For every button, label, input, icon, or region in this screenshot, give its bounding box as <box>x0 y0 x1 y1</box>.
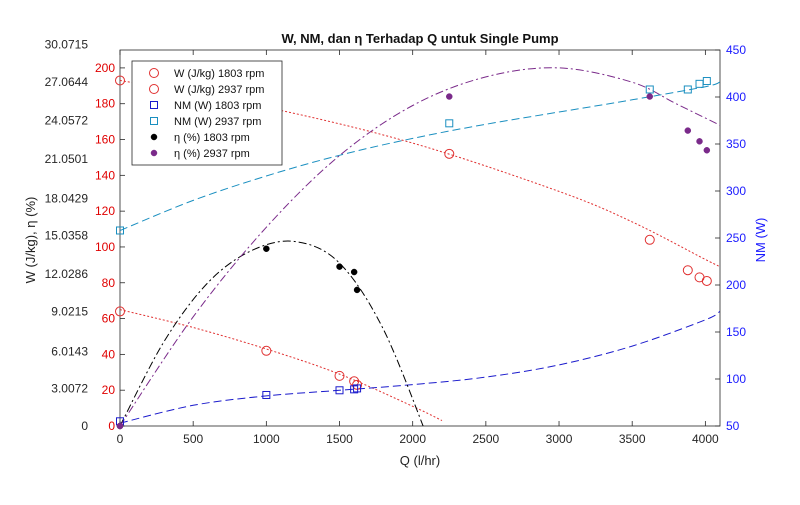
point-nm1803 <box>353 384 362 393</box>
eta-tick-label: 15.0358 <box>45 228 89 242</box>
x-tick-label: 3000 <box>546 432 573 446</box>
legend-entry-label: NM (W) 2937 rpm <box>174 116 261 128</box>
legend-entry-label: η (%) 1803 rpm <box>174 132 250 144</box>
point-nm2937 <box>645 85 654 94</box>
eta-tick-label: 27.0644 <box>45 75 89 89</box>
x-tick-label: 2000 <box>399 432 426 446</box>
point-nm1803 <box>335 386 344 395</box>
y-left-tick-label: 80 <box>102 276 116 290</box>
x-tick-label: 3500 <box>619 432 646 446</box>
eta-tick-label: 6.0143 <box>51 345 88 359</box>
legend-entry-label: NM (W) 1803 rpm <box>174 100 261 112</box>
y-left-tick-label: 100 <box>95 240 115 254</box>
y-right-tick-label: 400 <box>726 90 746 104</box>
y-left-tick-label: 40 <box>102 347 116 361</box>
y-left-tick-label: 20 <box>102 383 116 397</box>
legend-marker <box>150 117 158 125</box>
x-tick-label: 0 <box>117 432 124 446</box>
legend-marker <box>149 68 159 78</box>
fit-curve-nm1803 <box>120 310 720 424</box>
fit-curve-w1803 <box>120 309 443 422</box>
point-nm2937 <box>116 226 124 235</box>
point-eta1803 <box>336 263 343 270</box>
point-eta2937 <box>696 138 703 145</box>
y-right-tick-label: 100 <box>726 372 746 386</box>
point-w2937 <box>444 148 455 159</box>
y-left-tick-label: 140 <box>95 168 115 182</box>
y-left-tick-label: 60 <box>102 312 116 326</box>
y-left-tick-label: 180 <box>95 97 115 111</box>
eta-tick-label: 9.0215 <box>51 304 88 318</box>
point-nm2937 <box>702 77 711 86</box>
point-w2937 <box>701 275 712 286</box>
eta-tick-label: 3.0072 <box>51 381 88 395</box>
y-right-tick-label: 200 <box>726 278 746 292</box>
point-eta2937 <box>703 147 711 154</box>
y-right-tick-label: 150 <box>726 325 746 339</box>
eta-tick-label: 0 <box>81 419 88 433</box>
point-w2937 <box>682 265 693 276</box>
x-tick-label: 500 <box>183 432 203 446</box>
point-w1803 <box>261 345 272 356</box>
x-tick-label: 2500 <box>473 432 500 446</box>
point-w1803 <box>115 306 125 317</box>
point-nm1803 <box>350 385 359 394</box>
x-tick-label: 1000 <box>253 432 280 446</box>
y-left-tick-label: 160 <box>95 133 115 147</box>
x-tick-label: 4000 <box>692 432 719 446</box>
point-w2937 <box>115 75 125 86</box>
legend: W (J/kg) 1803 rpm W (J/kg) 2937 rpm NM (W)… <box>131 60 283 166</box>
legend-entry-label: W (J/kg) 2937 rpm <box>174 84 264 96</box>
point-eta1803 <box>350 268 358 276</box>
y-left-tick-label: 0 <box>108 419 115 433</box>
eta-tick-label: 12.0286 <box>45 267 89 281</box>
y-axis-label-left: W (J/kg), η (%) <box>23 197 38 284</box>
point-w1803 <box>334 370 345 381</box>
eta-tick-label: 24.0572 <box>45 114 89 128</box>
legend-box <box>131 60 283 166</box>
y-right-tick-label: 350 <box>726 137 746 151</box>
legend-marker <box>150 149 158 157</box>
chart-title: W, NM, dan η Terhadap Q untuk Single Pum… <box>281 31 558 46</box>
legend-entry-label: η (%) 2937 rpm <box>174 148 250 160</box>
x-tick-label: 1500 <box>326 432 353 446</box>
legend-marker <box>150 101 158 109</box>
y-right-tick-label: 50 <box>726 419 740 433</box>
point-w1803 <box>352 379 363 390</box>
point-nm2937 <box>683 85 692 94</box>
y-axis-label-right: NM (W) <box>753 218 768 263</box>
point-eta2937 <box>646 93 654 100</box>
point-eta1803 <box>353 286 361 294</box>
legend-marker <box>150 133 158 141</box>
y-right-tick-label: 450 <box>726 43 746 57</box>
y-right-tick-label: 300 <box>726 184 746 198</box>
eta-tick-label: 30.0715 <box>45 38 89 52</box>
x-axis-label: Q (l/hr) <box>400 453 440 468</box>
legend-entry-label: W (J/kg) 1803 rpm <box>174 68 264 80</box>
point-eta2937 <box>116 422 124 430</box>
eta-tick-label: 18.0429 <box>45 192 89 206</box>
y-left-tick-label: 120 <box>95 204 115 218</box>
fit-curve-nm2937 <box>120 81 720 231</box>
point-eta2937 <box>684 127 692 134</box>
y-right-tick-label: 250 <box>726 231 746 245</box>
point-nm2937 <box>445 119 454 128</box>
legend-marker <box>149 84 159 94</box>
eta-tick-label: 21.0501 <box>45 152 89 166</box>
point-w2937 <box>644 234 655 245</box>
point-eta2937 <box>446 93 453 100</box>
point-nm1803 <box>262 390 271 399</box>
fit-curve-eta2937 <box>120 67 720 426</box>
point-eta1803 <box>263 245 270 252</box>
y-left-tick-label: 200 <box>95 61 115 75</box>
